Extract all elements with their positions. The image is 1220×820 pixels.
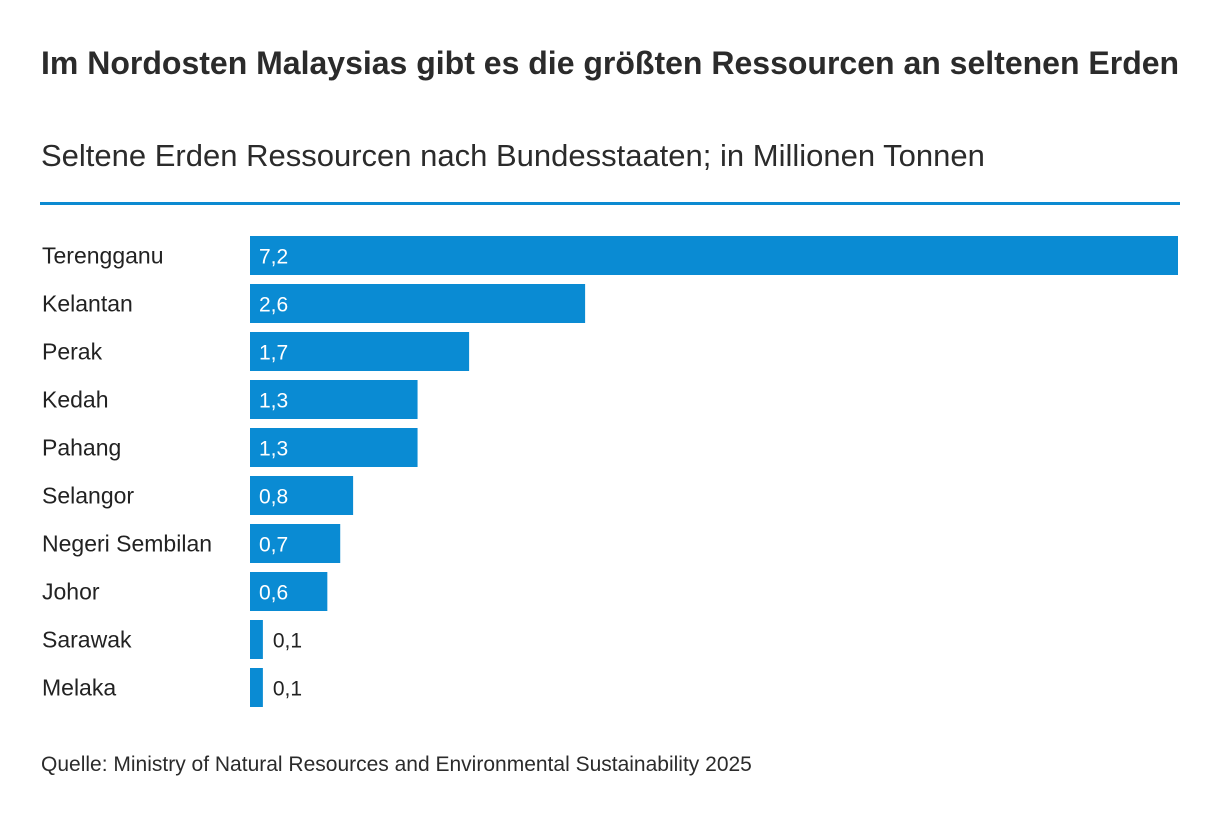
header-divider	[40, 202, 1180, 205]
bar-row-kelantan: Kelantan 2,6	[42, 284, 586, 323]
bar	[250, 620, 263, 659]
value-label: 1,7	[259, 342, 288, 365]
bar	[250, 380, 418, 419]
category-label: Perak	[42, 339, 103, 365]
value-label: 0,8	[259, 486, 288, 509]
category-label: Kedah	[42, 387, 109, 413]
value-label: 7,2	[259, 246, 288, 269]
value-label: 0,7	[259, 534, 288, 557]
value-label: 1,3	[259, 438, 288, 461]
bar-row-selangor: Selangor 0,8	[42, 476, 354, 515]
bar-row-negeri-sembilan: Negeri Sembilan 0,7	[42, 524, 341, 563]
bar-row-sarawak: Sarawak 0,1	[42, 620, 302, 659]
bar	[250, 428, 418, 467]
category-label: Selangor	[42, 483, 134, 509]
bar	[250, 332, 470, 371]
bar-row-terengganu: Terengganu 7,2	[42, 236, 1178, 275]
bar	[250, 236, 1178, 275]
value-label: 1,3	[259, 390, 288, 413]
bar	[250, 668, 263, 707]
source-note: Quelle: Ministry of Natural Resources an…	[41, 753, 752, 776]
bar	[250, 476, 354, 515]
chart-subtitle: Seltene Erden Ressourcen nach Bundesstaa…	[41, 138, 985, 173]
category-label: Pahang	[42, 435, 121, 461]
category-label: Johor	[42, 579, 100, 605]
category-label: Terengganu	[42, 243, 164, 269]
category-label: Melaka	[42, 675, 116, 701]
bar	[250, 284, 586, 323]
bar-row-melaka: Melaka 0,1	[42, 668, 302, 707]
bar-row-kedah: Kedah 1,3	[42, 380, 418, 419]
category-label: Kelantan	[42, 291, 133, 317]
bar	[250, 572, 328, 611]
category-label: Negeri Sembilan	[42, 531, 212, 557]
bar-row-pahang: Pahang 1,3	[42, 428, 418, 467]
chart-title: Im Nordosten Malaysias gibt es die größt…	[41, 45, 1180, 81]
bar	[250, 524, 341, 563]
value-label: 0,1	[273, 630, 302, 653]
category-label: Sarawak	[42, 627, 132, 653]
value-label: 2,6	[259, 294, 288, 317]
value-label: 0,1	[273, 678, 302, 701]
bar-row-perak: Perak 1,7	[42, 332, 470, 371]
bar-row-johor: Johor 0,6	[42, 572, 328, 611]
value-label: 0,6	[259, 582, 288, 605]
